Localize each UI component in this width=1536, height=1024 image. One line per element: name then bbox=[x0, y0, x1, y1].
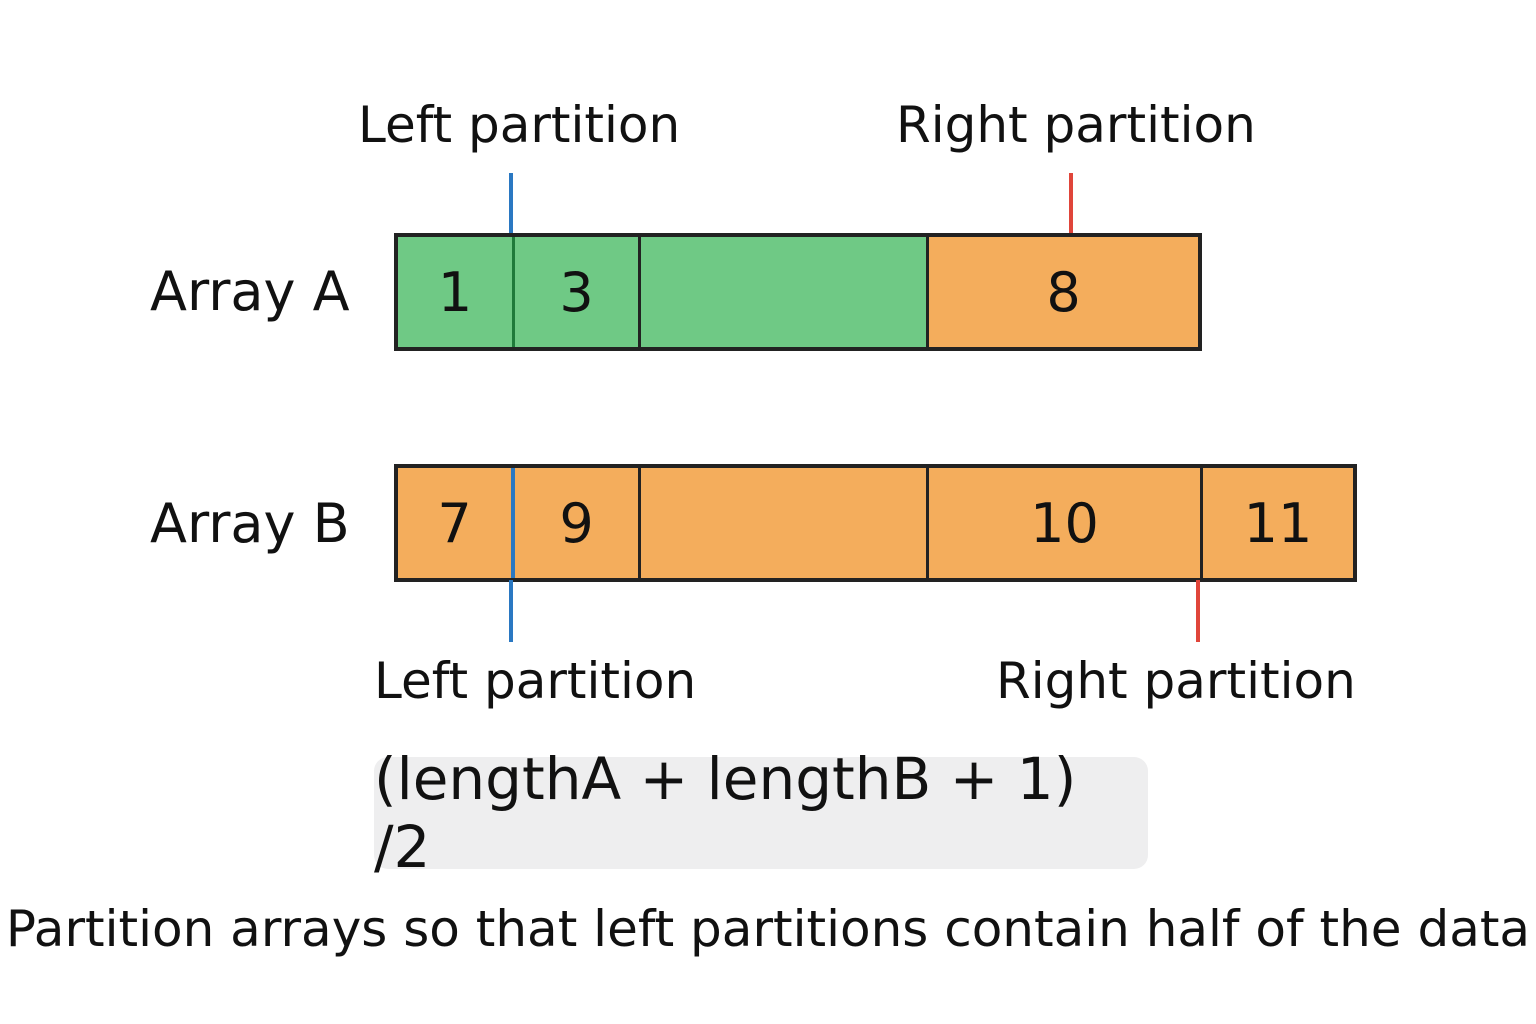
array-a-cell-4-value: 8 bbox=[1046, 260, 1081, 324]
formula-box: (lengthA + lengthB + 1) /2 bbox=[374, 745, 1148, 881]
array-a-left-partition-label: Left partition bbox=[358, 96, 681, 154]
array-a: 1 3 8 bbox=[394, 233, 1202, 351]
array-b-cell-4: 10 bbox=[929, 468, 1203, 578]
array-a-cell-2: 3 bbox=[515, 237, 641, 347]
array-b-cell-5-value: 11 bbox=[1243, 491, 1313, 555]
array-a-right-partition-marker bbox=[1069, 173, 1073, 235]
array-b-cell-2-value: 9 bbox=[559, 491, 594, 555]
caption: Partition arrays so that left partitions… bbox=[5, 900, 1531, 958]
array-b-cell-1: 7 bbox=[398, 468, 515, 578]
array-a-cell-1-value: 1 bbox=[437, 260, 473, 324]
array-b-left-partition-label: Left partition bbox=[374, 652, 697, 710]
array-a-right-partition-label: Right partition bbox=[896, 96, 1256, 154]
array-b-right-partition-label: Right partition bbox=[996, 652, 1356, 710]
array-a-cell-4: 8 bbox=[929, 237, 1198, 347]
array-a-label: Array A bbox=[150, 260, 350, 323]
array-a-cell-3 bbox=[641, 237, 929, 347]
array-b: 7 9 10 11 bbox=[394, 464, 1357, 582]
array-b-right-partition-marker bbox=[1196, 580, 1200, 642]
array-b-cell-4-value: 10 bbox=[1030, 491, 1099, 555]
array-a-cell-2-value: 3 bbox=[559, 260, 594, 324]
formula-text: (lengthA + lengthB + 1) /2 bbox=[374, 745, 1077, 881]
array-b-cell-2: 9 bbox=[515, 468, 641, 578]
array-b-left-partition-marker bbox=[509, 580, 513, 642]
array-b-cell-1-value: 7 bbox=[437, 491, 472, 555]
array-a-cell-1: 1 bbox=[398, 237, 515, 347]
array-b-cell-3 bbox=[641, 468, 929, 578]
array-a-left-partition-marker bbox=[509, 173, 513, 235]
array-b-label: Array B bbox=[150, 492, 350, 555]
array-b-cell-5: 11 bbox=[1203, 468, 1353, 578]
